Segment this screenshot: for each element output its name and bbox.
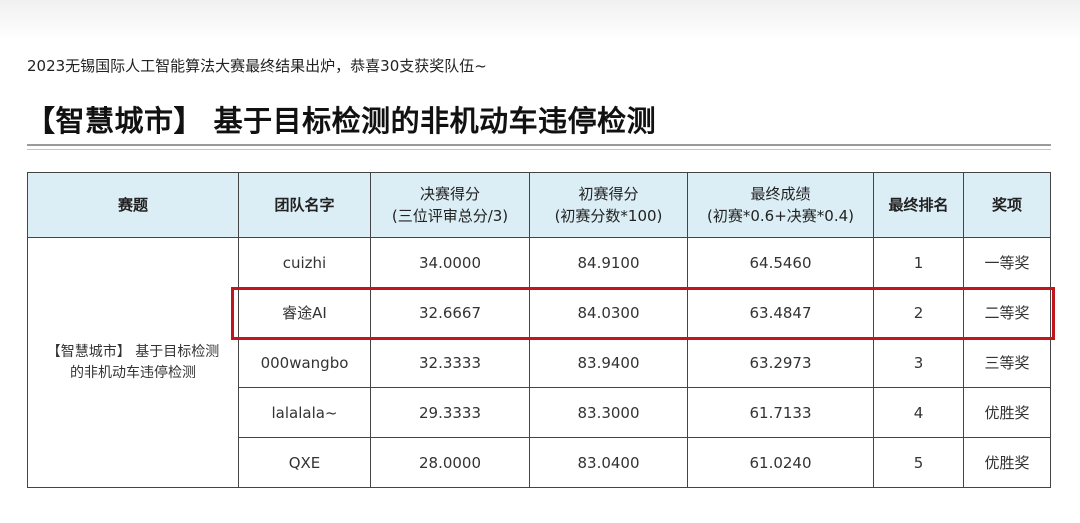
rank-cell: 4 xyxy=(873,387,964,438)
award-cell: 一等奖 xyxy=(963,237,1051,288)
table-row: 睿途AI 32.6667 84.0300 63.4847 2 二等奖 xyxy=(28,287,1051,338)
award-cell: 三等奖 xyxy=(963,337,1051,388)
final-score-cell: 32.3333 xyxy=(370,337,530,388)
final-score-cell: 29.3333 xyxy=(370,387,530,438)
team-cell: lalalala~ xyxy=(238,387,371,438)
final-score-cell: 32.6667 xyxy=(370,287,530,338)
title-divider-thin xyxy=(27,149,1051,150)
overall-cell: 64.5460 xyxy=(687,237,874,288)
header-final-score-label: 决赛得分 xyxy=(419,185,480,203)
team-cell: cuizhi xyxy=(238,237,371,288)
overall-cell: 61.0240 xyxy=(687,437,874,488)
header-award: 奖项 xyxy=(963,172,1051,238)
team-cell: 睿途AI xyxy=(238,287,371,338)
topic-cell: 【智慧城市】 基于目标检测 的非机动车违停检测 xyxy=(27,237,239,488)
prelim-score-cell: 83.9400 xyxy=(529,337,688,388)
topic-line-1: 【智慧城市】 基于目标检测 xyxy=(46,343,220,360)
header-prelim-score: 初赛得分 (初赛分数*100) xyxy=(529,172,688,238)
prelim-score-cell: 83.0400 xyxy=(529,437,688,488)
award-cell: 优胜奖 xyxy=(963,387,1051,438)
results-table: 赛题 团队名字 决赛得分 (三位评审总分/3) 初赛得分 (初赛分数*100) … xyxy=(27,172,1051,488)
final-score-cell: 34.0000 xyxy=(370,237,530,288)
overall-cell: 63.2973 xyxy=(687,337,874,388)
header-overall: 最终成绩 (初赛*0.6+决赛*0.4) xyxy=(687,172,874,238)
header-prelim-score-label: 初赛得分 xyxy=(578,185,639,203)
table-row: lalalala~ 29.3333 83.3000 61.7133 4 优胜奖 xyxy=(28,387,1051,438)
prelim-score-cell: 83.3000 xyxy=(529,387,688,438)
prelim-score-cell: 84.9100 xyxy=(529,237,688,288)
rank-cell: 2 xyxy=(873,287,964,338)
team-cell: QXE xyxy=(238,437,371,488)
rank-cell: 3 xyxy=(873,337,964,388)
header-rank: 最终排名 xyxy=(873,172,964,238)
header-team: 团队名字 xyxy=(238,172,371,238)
rank-cell: 1 xyxy=(873,237,964,288)
title-divider xyxy=(27,144,1051,146)
award-cell: 优胜奖 xyxy=(963,437,1051,488)
overall-cell: 63.4847 xyxy=(687,287,874,338)
final-score-cell: 28.0000 xyxy=(370,437,530,488)
topic-line-2: 的非机动车违停检测 xyxy=(70,364,196,381)
table-row: QXE 28.0000 83.0400 61.0240 5 优胜奖 xyxy=(28,437,1051,488)
header-final-score: 决赛得分 (三位评审总分/3) xyxy=(370,172,530,238)
page-title: 【智慧城市】 基于目标检测的非机动车违停检测 xyxy=(26,104,657,138)
header-prelim-score-note: (初赛分数*100) xyxy=(554,207,663,225)
prelim-score-cell: 84.0300 xyxy=(529,287,688,338)
header-overall-note: (初赛*0.6+决赛*0.4) xyxy=(707,207,854,225)
header-final-score-note: (三位评审总分/3) xyxy=(391,207,509,225)
team-cell: 000wangbo xyxy=(238,337,371,388)
header-topic: 赛题 xyxy=(27,172,239,238)
table-header-row: 赛题 团队名字 决赛得分 (三位评审总分/3) 初赛得分 (初赛分数*100) … xyxy=(27,172,1051,238)
overall-cell: 61.7133 xyxy=(687,387,874,438)
award-cell: 二等奖 xyxy=(963,287,1051,338)
rank-cell: 5 xyxy=(873,437,964,488)
intro-text: 2023无锡国际人工智能算法大赛最终结果出炉，恭喜30支获奖队伍~ xyxy=(27,57,487,75)
header-overall-label: 最终成绩 xyxy=(750,185,811,203)
table-row: 【智慧城市】 基于目标检测 的非机动车违停检测 cuizhi 34.0000 8… xyxy=(27,237,1051,488)
top-shade xyxy=(0,0,1080,40)
